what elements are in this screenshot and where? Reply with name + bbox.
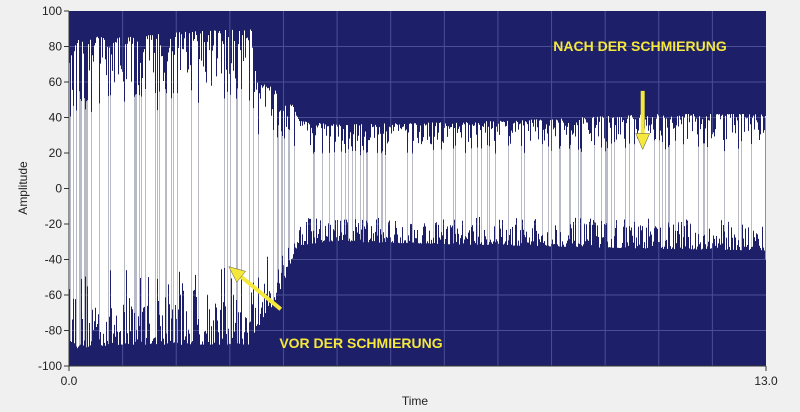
y-tick-label: 60 bbox=[49, 75, 63, 89]
y-axis-label: Amplitude bbox=[16, 161, 30, 215]
annotation-arrow-shaft bbox=[239, 275, 283, 311]
y-tick-label: -40 bbox=[45, 253, 63, 267]
signal-waveform bbox=[69, 29, 766, 349]
y-tick-label: -60 bbox=[45, 288, 63, 302]
x-tick-label: 0.0 bbox=[61, 374, 78, 388]
y-tick-label: -100 bbox=[38, 359, 62, 373]
y-tick-label: 100 bbox=[42, 4, 62, 18]
annotation-arrow-head bbox=[228, 266, 247, 283]
y-tick-label: -20 bbox=[45, 217, 63, 231]
y-tick-label: 80 bbox=[49, 40, 63, 54]
annotation-after-lubrication: NACH DER SCHMIERUNG bbox=[553, 38, 727, 54]
annotations: NACH DER SCHMIERUNG VOR DER SCHMIERUNG bbox=[228, 38, 727, 351]
x-axis: 0.0 13.0 bbox=[61, 365, 778, 388]
y-axis: 100 80 60 40 20 0 -20 -40 -60 -80 -100 bbox=[38, 4, 70, 373]
x-axis-label: Time bbox=[402, 394, 429, 408]
annotation-arrow-head bbox=[635, 133, 651, 151]
x-tick-label: 13.0 bbox=[754, 374, 778, 388]
annotation-before-lubrication: VOR DER SCHMIERUNG bbox=[279, 335, 442, 351]
y-tick-label: -80 bbox=[45, 324, 63, 338]
y-tick-label: 0 bbox=[55, 182, 62, 196]
y-tick-label: 20 bbox=[49, 146, 63, 160]
y-tick-label: 40 bbox=[49, 111, 63, 125]
